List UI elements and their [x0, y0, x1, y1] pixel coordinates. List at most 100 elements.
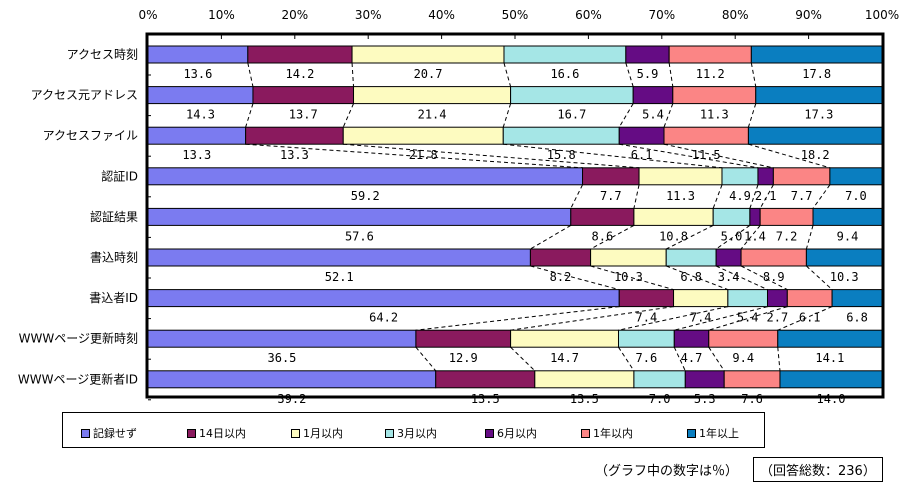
- connector-line: [590, 224, 635, 250]
- x-tick-label: 80%: [722, 8, 749, 22]
- connector-line: [503, 62, 512, 87]
- bar-segment: [749, 207, 761, 226]
- bar-segment: [534, 370, 635, 389]
- value-label: 10.3: [614, 270, 643, 284]
- value-label: 13.5: [570, 392, 599, 406]
- connector-line: [342, 103, 354, 128]
- legend-item: 1月以内: [291, 425, 343, 441]
- value-label: 6.8: [680, 270, 702, 284]
- legend: 記録せず 14日以内 1月以内 3月以内 6月以内 1年以内 1年以上: [62, 412, 765, 448]
- value-label: 20.7: [414, 67, 443, 81]
- value-label: 4.9: [729, 189, 751, 203]
- value-label: 10.8: [659, 229, 688, 243]
- connector-line: [618, 306, 728, 331]
- value-label: 8.9: [763, 270, 785, 284]
- total-respondents-note: （回答総数：236）: [753, 457, 883, 482]
- bar-segment: [777, 329, 883, 348]
- bar-segment: [529, 248, 592, 267]
- value-label: 6.1: [799, 311, 821, 325]
- value-label: 5.0: [721, 229, 743, 243]
- value-label: 7.6: [741, 392, 763, 406]
- category-label: 書込者ID: [89, 291, 138, 305]
- value-label: 14.3: [186, 108, 215, 122]
- bar-segment: [147, 45, 249, 64]
- value-label: 16.6: [550, 67, 579, 81]
- connector-line: [530, 265, 620, 291]
- connector-line: [245, 103, 254, 128]
- value-label: 17.8: [802, 67, 831, 81]
- value-label: 7.7: [600, 189, 622, 203]
- bar-segment: [786, 289, 833, 308]
- category-label: 書込時刻: [90, 251, 138, 265]
- legend-swatch: [581, 428, 590, 438]
- value-label: 21.8: [409, 148, 438, 162]
- legend-label: 1年以上: [699, 427, 739, 440]
- bar-segment: [247, 45, 353, 64]
- value-label: 11.3: [700, 108, 729, 122]
- value-label: 10.3: [830, 270, 859, 284]
- bar-segment: [435, 370, 536, 389]
- bar-segment: [772, 167, 831, 186]
- x-tick-label: 30%: [355, 8, 382, 22]
- value-label: 14.7: [550, 351, 579, 365]
- value-label: 1.4: [744, 229, 766, 243]
- plot-frame: [145, 32, 885, 399]
- connector-line: [351, 62, 355, 87]
- bar-segment: [665, 248, 717, 267]
- bar-segment: [668, 45, 752, 64]
- connector-line: [777, 306, 833, 331]
- bar-segment: [252, 86, 355, 105]
- value-label: 13.5: [471, 392, 500, 406]
- x-tick-label: 20%: [281, 8, 308, 22]
- unit-note: （グラフ中の数字は％）: [595, 464, 739, 479]
- bar-segment: [663, 126, 749, 145]
- bar-segment: [779, 370, 883, 389]
- connector-line: [415, 346, 437, 372]
- bar-segment: [502, 126, 620, 145]
- bars: [147, 45, 883, 389]
- value-label: 9.4: [837, 229, 859, 243]
- value-label: 13.3: [182, 148, 211, 162]
- bar-segment: [673, 289, 729, 308]
- connector-line: [665, 224, 714, 250]
- value-label: 2.1: [755, 189, 777, 203]
- bar-segment: [617, 329, 675, 348]
- bar-segment: [755, 86, 883, 105]
- bar-segment: [147, 126, 247, 145]
- connector-line: [715, 265, 768, 291]
- value-label: 12.9: [449, 351, 478, 365]
- connector-line: [245, 143, 583, 169]
- connector-line: [633, 184, 640, 209]
- legend-label: 1月以内: [303, 427, 343, 440]
- value-label: 14.1: [815, 351, 844, 365]
- connector-line: [759, 184, 774, 209]
- legend-swatch: [81, 428, 90, 438]
- legend-swatch: [687, 428, 696, 438]
- value-label: 9.4: [732, 351, 754, 365]
- bar-segment: [723, 370, 781, 389]
- connector-line: [625, 62, 634, 87]
- x-tick-label: 60%: [575, 8, 602, 22]
- value-label: 7.4: [690, 311, 712, 325]
- bar-segment: [757, 167, 774, 186]
- bar-segment: [633, 207, 714, 226]
- connector-line: [740, 265, 788, 291]
- bar-segment: [353, 86, 512, 105]
- bar-segment: [721, 167, 759, 186]
- value-label: 3.4: [718, 270, 740, 284]
- value-label: 13.3: [280, 148, 309, 162]
- bar-segment: [638, 167, 723, 186]
- bar-segment: [147, 167, 584, 186]
- category-label: アクセス時刻: [67, 48, 138, 62]
- bar-segment: [618, 289, 675, 308]
- connector-line: [708, 346, 725, 372]
- bar-segment: [747, 126, 883, 145]
- legend-swatch: [385, 428, 394, 438]
- bar-segment: [727, 289, 768, 308]
- value-label: 8.6: [592, 229, 614, 243]
- legend-label: 6月以内: [497, 427, 537, 440]
- x-tick-label: 90%: [795, 8, 822, 22]
- connector-line: [590, 265, 674, 291]
- x-tick-label: 100%: [865, 8, 899, 22]
